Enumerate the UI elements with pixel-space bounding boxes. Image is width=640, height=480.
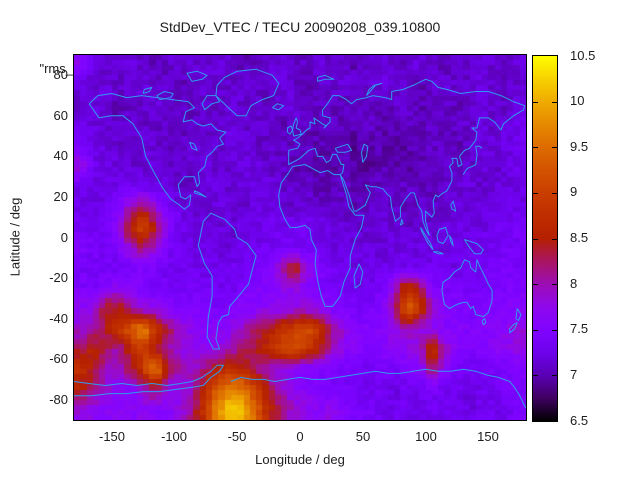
coastlines-overlay: [74, 68, 526, 409]
x-tick-label: 150: [477, 429, 499, 444]
x-tick-label: -50: [227, 429, 247, 444]
y-tick-label: 40: [53, 148, 68, 163]
x-tick-label: 0: [296, 429, 304, 444]
y-tick-label: -80: [49, 392, 68, 407]
colorbar-tick-mark: [552, 239, 557, 240]
colorbar-tick-mark: [552, 375, 557, 376]
colorbar-tick-mark: [533, 147, 538, 148]
x-axis-title: Longitude / deg: [255, 452, 345, 467]
y-axis-title: Latitude / deg: [7, 197, 23, 277]
colorbar-tick-mark: [533, 375, 538, 376]
colorbar-tick-label: 6.5: [570, 413, 589, 428]
colorbar-tick-mark: [552, 193, 557, 194]
colorbar-tick-label: 8: [570, 276, 578, 291]
x-tick-label: 50: [355, 429, 371, 444]
colorbar-tick-mark: [552, 284, 557, 285]
legend-key-label: "rms_: [39, 61, 73, 76]
x-tick-label: -100: [160, 429, 188, 444]
colorbar-tick-mark: [533, 102, 538, 103]
colorbar-tick-mark: [552, 102, 557, 103]
colorbar-tick-label: 10: [570, 93, 585, 108]
colorbar-tick-label: 9: [570, 184, 578, 199]
y-tick-label: 60: [53, 108, 68, 123]
colorbar-tick-mark: [552, 330, 557, 331]
plot-title: StdDev_VTEC / TECU 20090208_039.10800: [159, 19, 441, 35]
colorbar-tick-mark: [533, 330, 538, 331]
colorbar-tick-label: 9.5: [570, 139, 589, 154]
colorbar-tick-mark: [533, 193, 538, 194]
colorbar: [532, 55, 558, 422]
colorbar-tick-mark: [533, 284, 538, 285]
colorbar-tick-label: 8.5: [570, 230, 589, 245]
y-tick-label: -40: [49, 311, 68, 326]
map-plot-area: [73, 54, 527, 421]
colorbar-tick-mark: [533, 239, 538, 240]
y-tick-label: 0: [60, 230, 68, 245]
colorbar-tick-label: 7: [570, 367, 578, 382]
colorbar-tick-label: 10.5: [570, 48, 596, 63]
colorbar-tick-mark: [552, 147, 557, 148]
y-tick-label: -20: [49, 270, 68, 285]
y-tick-label: 80: [53, 67, 68, 82]
x-tick-label: 100: [415, 429, 437, 444]
x-tick-label: -150: [98, 429, 126, 444]
y-tick-label: -60: [49, 351, 68, 366]
coastline-path: [74, 68, 526, 409]
y-tick-label: 20: [53, 189, 68, 204]
colorbar-tick-label: 7.5: [570, 321, 589, 336]
